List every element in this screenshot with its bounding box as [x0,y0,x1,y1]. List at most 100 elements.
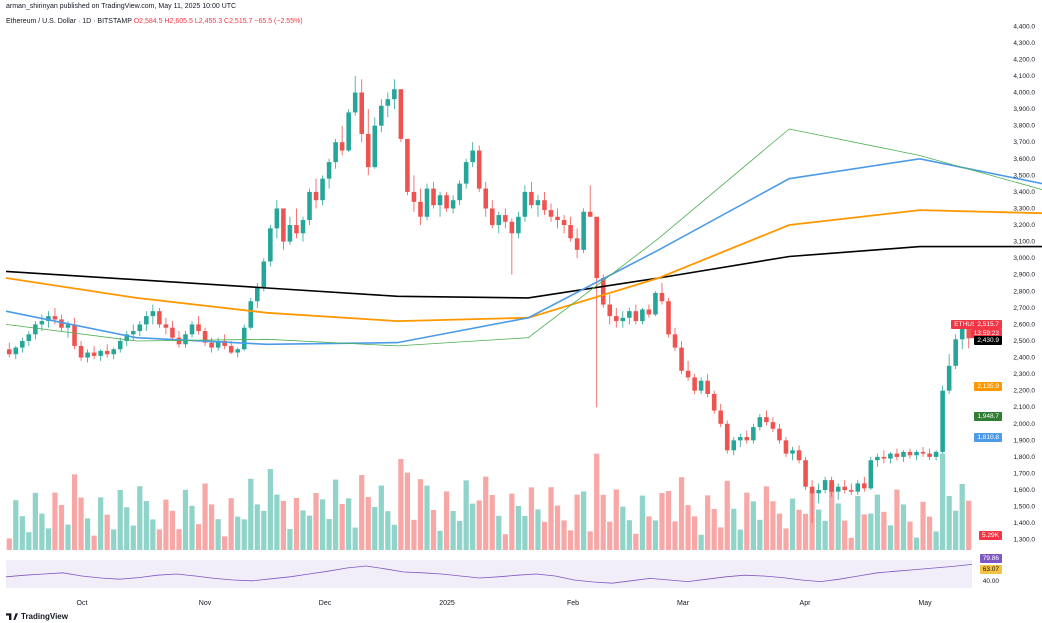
x-tick-label: Dec [319,600,332,607]
candle-body [405,138,410,192]
volume-bar [894,489,900,550]
y-tick-label: 2,000.0 [1013,421,1035,428]
volume-bar [228,498,234,550]
candle-body [862,483,867,489]
volume-bar [926,516,933,550]
candle-body [829,480,834,492]
ma20-tag: 1,948.7 [974,412,1002,421]
candle-body [568,225,573,239]
volume-bar [411,519,417,550]
volume-bar [261,510,267,550]
candle-body [294,225,299,234]
candle-body [418,201,423,217]
volume-bar [313,493,319,550]
volume-bar [306,515,313,550]
y-tick-label: 1,800.0 [1013,454,1035,461]
volume-bar [554,505,561,550]
symbol-line[interactable]: Ethereum / U.S. Dollar · 1D · BITSTAMP O… [6,17,303,26]
y-tick-label: 2,700.0 [1013,305,1035,312]
volume-bar [496,515,502,550]
candle-body [59,319,64,328]
x-tick-label: May [918,600,932,607]
volume-bar [208,504,215,550]
y-tick-label: 4,200.0 [1013,56,1035,63]
volume-bar [13,500,19,550]
y-tick-label: 3,100.0 [1013,239,1035,246]
volume-bar [515,506,521,550]
volume-bar [398,459,404,550]
volume-bar [535,509,541,550]
candle-body [78,345,84,358]
y-tick-label: 1,600.0 [1013,487,1035,494]
candle-body [46,316,51,322]
volume-bar [300,510,306,550]
volume-bar [783,528,789,550]
countdown-tag: 13:59:23 [970,329,1002,338]
volume-bar [84,518,91,550]
volume-bar [235,516,241,550]
candle-body [920,451,926,454]
volume-bar [966,500,972,550]
volume-bar [861,514,867,550]
time-axis[interactable]: Oct Nov Dec 2025 Feb Mar Apr May [77,600,933,607]
volume-bar [698,534,704,550]
moving-averages [5,128,1042,347]
volume-bar [189,505,195,550]
candle-body [117,340,123,350]
volume-bar [652,520,659,550]
volume-bar [750,501,756,550]
candle-body [959,326,965,340]
volume-bar [71,474,78,550]
candle-body [215,340,221,348]
tradingview-logo[interactable]: TradingView [6,612,68,621]
candle-body [529,191,534,206]
candle-body [72,324,77,346]
candle-body [144,316,149,325]
volume-bar [900,504,907,550]
y-tick-label: 4,100.0 [1013,73,1035,80]
rsi-pane [5,560,973,588]
candle-body [607,304,613,317]
candle-body [718,410,723,424]
volume-bar [104,514,110,550]
candle-body [359,92,365,134]
y-tick-label: 3,000.0 [1013,255,1035,262]
volume-bar [835,503,841,550]
candle-body [653,292,658,315]
candle-body [365,133,371,168]
x-tick-label: Oct [77,600,88,607]
candle-body [796,450,802,461]
y-tick-label: 1,400.0 [1013,520,1035,527]
candle-body [137,324,143,332]
candle-body [463,162,469,184]
volume-bar [770,501,776,550]
candle-body [620,317,626,322]
candle-body [751,427,756,441]
price-axis[interactable]: 1,300.0 1,400.0 1,500.0 1,600.0 1,700.0 1,800… [1013,23,1035,543]
volume-bar [633,533,639,550]
volume-bar [855,496,861,550]
candle-body [228,345,234,353]
candle-body [124,334,130,341]
volume-bar [920,501,926,550]
volume-bar [124,507,130,550]
candle-body [835,486,841,492]
candle-body [868,460,874,489]
candle-body [313,191,319,201]
volume-bar [339,504,345,550]
candle-body [783,440,789,454]
volume-bar [561,520,567,550]
candle-body [346,112,351,151]
volume-bar [280,501,287,550]
volume-bar [385,511,391,550]
candle-body [744,437,750,441]
volume-bar [32,492,38,550]
volume-bar [842,520,848,550]
candle-body [268,228,273,262]
y-tick-label: 4,000.0 [1013,90,1035,97]
candle-body [816,490,821,494]
volume-bar [678,477,685,550]
candle-body [757,417,763,428]
candle-body [255,287,260,302]
